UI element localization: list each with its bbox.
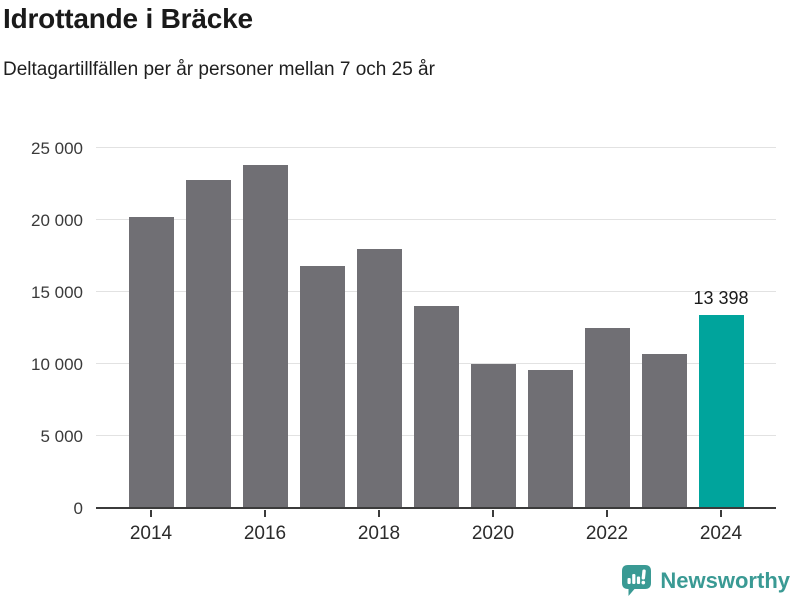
x-tick-2018 xyxy=(378,510,380,517)
x-axis-label-2020: 2020 xyxy=(471,523,515,544)
x-axis-label-2024: 2024 xyxy=(699,523,743,544)
x-tick-2022 xyxy=(606,510,608,517)
x-axis-label-2018: 2018 xyxy=(357,523,401,544)
y-axis-label-20000: 20 000 xyxy=(31,210,83,230)
chart-title: Idrottande i Bräcke xyxy=(3,3,253,34)
y-axis-label-5000: 5 000 xyxy=(40,426,83,446)
bar-2024 xyxy=(698,315,744,508)
gridline-15000 xyxy=(96,291,776,292)
plot-area: 0 5 000 10 000 15 000 20 000 25 000 2014 2016 20… xyxy=(31,139,776,544)
bar-2019 xyxy=(413,306,459,508)
x-tick-2024 xyxy=(720,510,722,517)
bar-2020 xyxy=(470,364,516,508)
newsworthy-logo: Newsworthy xyxy=(621,564,790,597)
x-tick-2020 xyxy=(492,510,494,517)
bar-2021 xyxy=(527,369,573,508)
bar-2016 xyxy=(242,165,288,508)
x-axis-line xyxy=(96,506,776,509)
y-axis-label-15000: 15 000 xyxy=(31,282,83,302)
bar-2017 xyxy=(299,266,345,508)
x-axis-label-2022: 2022 xyxy=(585,523,629,544)
y-axis-label-10000: 10 000 xyxy=(31,354,83,374)
value-annotation: 13 398 xyxy=(693,288,749,309)
newsworthy-bubble-icon xyxy=(622,565,652,596)
bar-2014 xyxy=(128,217,174,508)
y-axis-label-0: 0 xyxy=(73,498,83,518)
chart-subtitle: Deltagartillfällen per år personer mella… xyxy=(3,59,435,80)
y-axis-label-25000: 25 000 xyxy=(31,138,83,158)
brand-name: Newsworthy xyxy=(660,567,790,593)
x-axis-label-2014: 2014 xyxy=(129,523,173,544)
bar-2023 xyxy=(641,353,687,508)
gridline-25000 xyxy=(96,147,776,148)
gridline-20000 xyxy=(96,219,776,220)
x-tick-2016 xyxy=(264,510,266,517)
bar-2015 xyxy=(185,179,231,508)
x-axis-label-2016: 2016 xyxy=(243,523,287,544)
bar-2018 xyxy=(356,248,402,508)
bar-2022 xyxy=(584,328,630,508)
x-tick-2014 xyxy=(150,510,152,517)
